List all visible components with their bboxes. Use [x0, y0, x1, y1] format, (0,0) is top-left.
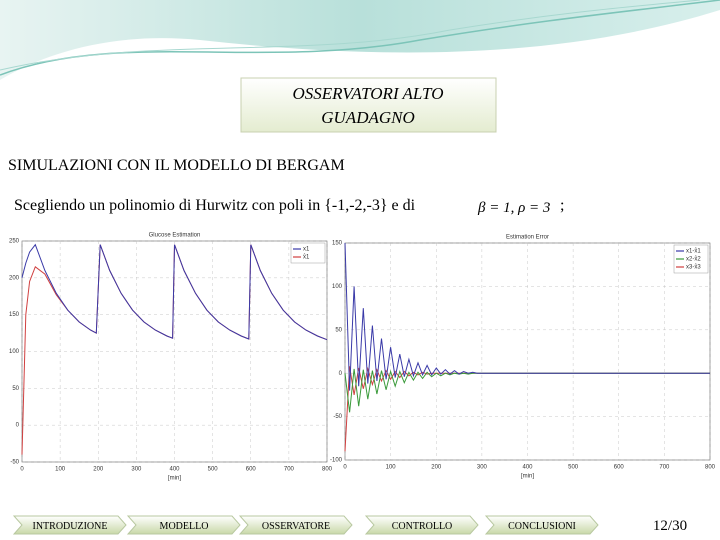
- x-tick-label: 0: [343, 465, 347, 471]
- nav-label[interactable]: MODELLO: [160, 521, 209, 532]
- page-number: 12/30: [653, 518, 687, 534]
- x-tick-label: 600: [614, 465, 625, 471]
- y-tick-label: 150: [9, 312, 20, 318]
- y-tick-label: 0: [339, 371, 343, 377]
- legend-box: [290, 242, 326, 264]
- series-line: [21, 243, 328, 341]
- nav-button[interactable]: [126, 515, 241, 535]
- header-line: [0, 0, 701, 71]
- y-tick-label: 200: [9, 275, 20, 281]
- y-tick-label: 50: [335, 327, 342, 333]
- legend-label: x3-x̂3: [686, 265, 701, 271]
- title: OSSERVATORI ALTO: [293, 84, 444, 103]
- chart-title: Estimation Error: [506, 235, 549, 241]
- legend-label: x2-x̂2: [686, 257, 701, 263]
- x-tick-label: 800: [322, 467, 333, 473]
- x-tick-label: 500: [568, 465, 579, 471]
- nav-label[interactable]: OSSERVATORE: [262, 521, 330, 532]
- nav-label[interactable]: CONTROLLO: [392, 521, 453, 532]
- nav-button[interactable]: [484, 515, 599, 535]
- legend-label: x̂1: [303, 255, 310, 261]
- x-tick-label: 800: [705, 465, 716, 471]
- y-tick-label: 150: [332, 241, 343, 247]
- body-text: ;: [560, 197, 564, 214]
- header-wave: [0, 0, 720, 80]
- nav-label[interactable]: INTRODUZIONE: [33, 521, 108, 532]
- x-tick-label: 200: [93, 467, 104, 473]
- title: GUADAGNO: [321, 108, 415, 127]
- x-tick-label: 100: [386, 465, 397, 471]
- y-tick-label: -100: [330, 458, 343, 464]
- nav-button[interactable]: [364, 515, 479, 535]
- x-tick-label: 400: [522, 465, 533, 471]
- x-tick-label: 700: [659, 465, 670, 471]
- formula: β = 1, ρ = 3: [477, 200, 550, 216]
- x-tick-label: 700: [284, 467, 295, 473]
- legend-label: x1-x̂1: [686, 249, 701, 255]
- x-tick-label: 100: [55, 467, 66, 473]
- x-tick-label: 0: [20, 467, 24, 473]
- y-tick-label: 100: [9, 349, 20, 355]
- chart-title: Glucose Estimation: [149, 233, 201, 239]
- x-tick-label: 300: [477, 465, 488, 471]
- nav-label[interactable]: CONCLUSIONI: [508, 521, 576, 532]
- body-text: Scegliendo un polinomio di Hurwitz con p…: [14, 197, 416, 214]
- x-tick-label: 600: [246, 467, 257, 473]
- x-axis-label: [min]: [521, 474, 534, 480]
- x-tick-label: 200: [431, 465, 442, 471]
- x-tick-label: 300: [131, 467, 142, 473]
- y-tick-label: 100: [332, 284, 343, 290]
- legend-label: x1: [303, 247, 310, 253]
- nav-bar: INTRODUZIONE MODELLO OSSERVATORE CONTROLLO C…: [12, 515, 599, 535]
- nav-button[interactable]: [238, 515, 353, 535]
- series-line: [344, 242, 710, 391]
- y-tick-label: 250: [9, 239, 20, 245]
- y-tick-label: -50: [333, 414, 342, 420]
- x-tick-label: 500: [208, 467, 219, 473]
- y-tick-label: 0: [16, 423, 20, 429]
- y-tick-label: -50: [10, 460, 19, 466]
- title-box: [240, 77, 497, 133]
- x-axis-label: [min]: [168, 476, 181, 482]
- nav-button[interactable]: [12, 515, 127, 535]
- subtitle: SIMULAZIONI CON IL MODELLO DI BERGAM: [8, 157, 345, 174]
- y-tick-label: 50: [12, 386, 19, 392]
- x-tick-label: 400: [169, 467, 180, 473]
